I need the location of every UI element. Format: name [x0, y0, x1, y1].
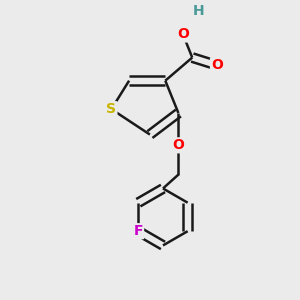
Text: O: O: [211, 58, 223, 72]
Text: O: O: [172, 138, 184, 152]
Text: S: S: [106, 102, 116, 116]
Text: H: H: [193, 4, 204, 18]
Text: F: F: [134, 224, 143, 238]
Text: O: O: [177, 28, 189, 41]
